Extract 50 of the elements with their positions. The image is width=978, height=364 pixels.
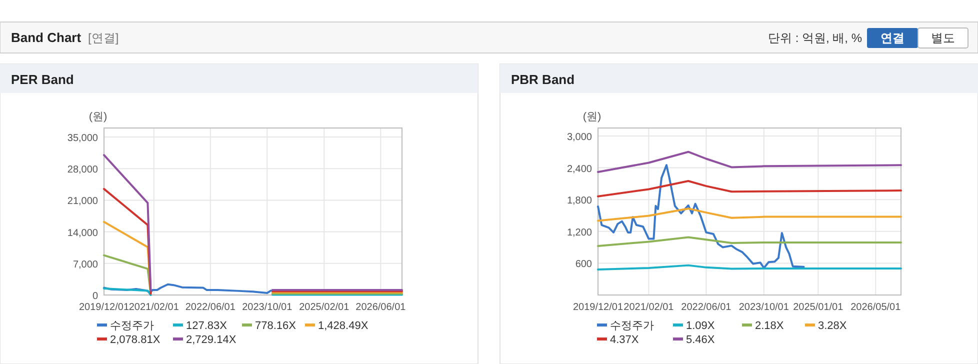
text: 단위 : 억원, 배, % (768, 31, 862, 45)
legend-label: 1,428.49X (318, 320, 369, 332)
x-tick-label: 2019/12/01 (572, 302, 624, 313)
legend-label: 4.37X (610, 334, 640, 346)
toggle-button: 연결 (867, 28, 918, 48)
y-tick-label: 1,200 (566, 227, 592, 238)
line-series (597, 164, 805, 269)
legend-label: 1.09X (686, 320, 716, 332)
y-tick-label: 28,000 (67, 164, 98, 176)
y-tick-label: 7,000 (72, 259, 98, 270)
x-tick-label: 2022/06/01 (681, 302, 732, 313)
legend-label: 778.16X (255, 320, 297, 332)
x-tick-label: 2023/10/01 (738, 302, 790, 313)
line-series (597, 208, 902, 222)
text: [연결] (88, 31, 119, 45)
y-tick-label: 35,000 (67, 133, 98, 144)
x-tick-label: 2026/05/01 (850, 302, 902, 313)
toggle-button: 별도 (918, 28, 968, 48)
legend-label: 2,078.81X (110, 334, 161, 346)
chart-title: PBR Band (511, 72, 575, 87)
chart-title: PER Band (11, 72, 74, 87)
x-tick-label: 2025/02/01 (299, 302, 350, 313)
x-tick-label: 2023/10/01 (242, 302, 293, 313)
y-tick-label: 1,800 (566, 196, 592, 207)
y-tick-label: 2,400 (566, 164, 592, 175)
legend-label: 3.28X (818, 320, 848, 332)
legend-label: 수정주가 (610, 320, 654, 332)
y-tick-label: 14,000 (67, 228, 98, 239)
x-tick-label: 2019/12/01 (78, 302, 130, 313)
x-tick-label: 2025/01/01 (793, 302, 844, 313)
y-tick-label: 600 (575, 259, 592, 270)
y-tick-label: 0 (92, 291, 98, 302)
x-tick-label: 2026/06/01 (356, 302, 406, 313)
y-tick-label: 3,000 (566, 132, 592, 143)
x-tick-label: 2021/02/01 (128, 302, 180, 313)
x-tick-label: 2022/06/01 (185, 302, 236, 313)
line-series (597, 236, 902, 247)
line-series (597, 180, 902, 198)
legend-label: 5.46X (686, 334, 716, 346)
legend-label: 127.83X (186, 320, 228, 332)
y-axis-title: (원) (582, 111, 602, 123)
line-series (103, 283, 272, 294)
legend-label: 수정주가 (110, 320, 154, 332)
y-tick-label: 21,000 (67, 196, 98, 208)
text: Band Chart (11, 30, 82, 45)
line-series (597, 150, 902, 174)
x-tick-label: 2021/02/01 (624, 302, 674, 313)
legend-label: 2,729.14X (186, 334, 237, 346)
legend-label: 2.18X (755, 320, 784, 332)
y-axis-title: (원) (88, 111, 108, 123)
